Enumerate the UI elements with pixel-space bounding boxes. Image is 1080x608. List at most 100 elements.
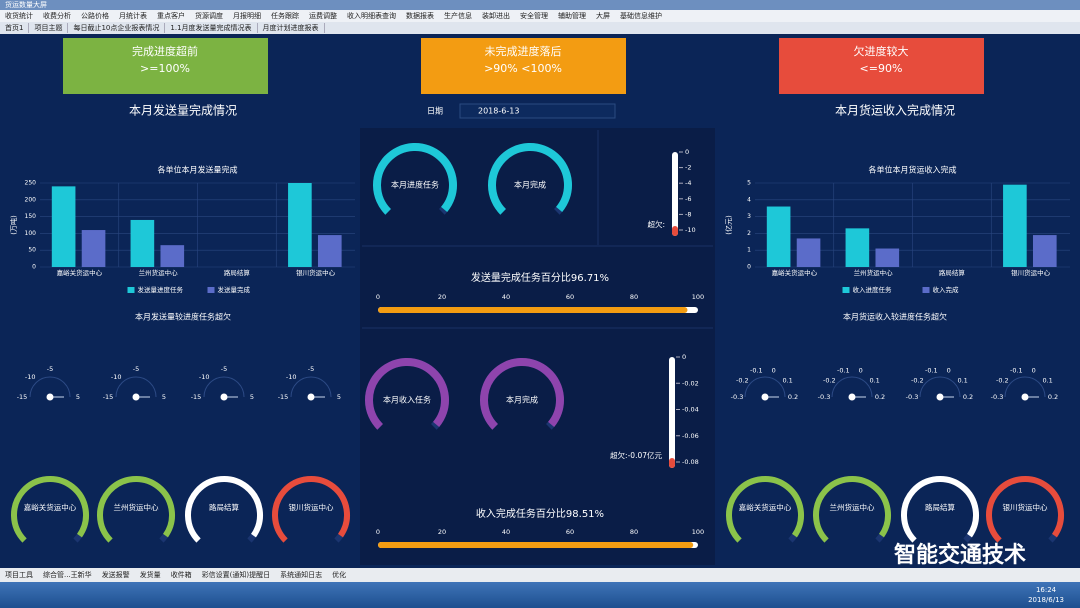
menu-item[interactable]: 运费调整 [309,12,337,20]
bar [288,183,312,267]
date-input [459,103,616,119]
x-tick-label: 银川货运中心 [1011,268,1051,277]
bar [81,230,106,267]
menu-item[interactable]: 数据报表 [406,12,434,20]
menu-item[interactable]: 月报明细 [233,12,261,20]
menu-item[interactable]: 货源调度 [195,12,223,20]
ring-arc [726,476,804,543]
menu-item[interactable]: 装卸进出 [482,12,510,20]
y-tick-label: 250 [25,180,37,187]
dial-tick-label: -15 [278,393,289,401]
menu-item[interactable]: 收入明细表查询 [347,12,396,20]
progress-bar [378,307,688,313]
bar [845,228,870,267]
tab-bar: 首页1 项目主题 每日截止10点企业报表情况 1.1月度发送量完成情况表 月度计划进度报… [0,22,1080,34]
menu-item[interactable]: 月统计表 [119,12,147,20]
ring-label: 银川货运中心 [1003,502,1048,512]
card-range: >=100% [140,62,190,75]
status-item[interactable]: 发送报警 [101,571,130,579]
status-item[interactable]: 综合管...王新华 [43,571,92,579]
status-card [779,38,984,94]
dial-tick-label: -5 [47,365,53,373]
gauge-label: 本月完成 [506,395,538,405]
watermark: 智能交通技术 [894,542,1026,568]
progress-tick-label: 0 [376,528,380,536]
progress-tick-label: 80 [630,528,638,536]
thermo-tick-label: -2 [685,164,691,172]
ring-arc [272,476,350,543]
status-item[interactable]: 优化 [332,571,347,579]
status-item[interactable]: 系统通知日志 [280,571,323,579]
dial-hub [220,393,228,401]
thermo-label: 超欠: [647,219,665,229]
y-axis-label: (万吨) [9,215,18,235]
x-tick-label: 银川货运中心 [296,268,336,277]
ring-arc [986,476,1064,543]
dial-tick-label: -0.2 [823,377,836,385]
card-range: <=90% [860,62,903,75]
time: 16:24 [1035,586,1057,594]
menu-item[interactable]: 大屏 [596,12,610,20]
menu-item[interactable]: 基础信息维护 [620,12,662,20]
tab[interactable]: 1.1月度发送量完成情况表 [165,23,258,33]
menu-item[interactable]: 重点客户 [157,12,185,20]
dial-tick-label: -0.1 [750,366,763,374]
menu-item[interactable]: 收费分析 [43,12,71,20]
menu-item[interactable]: 任务跟踪 [271,12,299,20]
dials-title: 本月货运收入较进度任务超欠 [843,312,947,322]
dial-tick-label: -5 [308,365,314,373]
status-item[interactable]: 项目工具 [5,571,33,579]
menu-item[interactable]: 生产信息 [444,12,472,20]
dial-arc [744,376,786,398]
tab[interactable]: 每日截止10点企业报表情况 [68,23,166,33]
dial-tick-label: 0.1 [1042,377,1052,385]
dial-hub [307,393,315,401]
status-card [63,38,268,94]
progress-tick-label: 100 [692,528,704,536]
menu-item[interactable]: 安全管理 [520,12,548,20]
y-tick-label: 50 [28,247,36,254]
section-title: 本月发送量完成情况 [129,103,237,118]
tab[interactable]: 首页1 [0,23,30,33]
menu-item[interactable]: 收货统计 [5,12,33,20]
dial-arc [29,376,71,398]
ring-arc [813,476,891,543]
dial-hub [132,393,140,401]
thermo-tick-label: -0.02 [682,379,699,387]
dial-tick-label: 0.2 [1048,393,1058,401]
dial-tick-label: -0.3 [731,393,744,401]
dials-title: 本月发送量较进度任务超欠 [135,312,231,322]
menu-item[interactable]: 公路价格 [81,12,109,20]
dial-hub [936,393,944,401]
y-tick-label: 2 [747,230,751,237]
dial-hub [848,393,856,401]
legend-label: 发送量完成 [218,285,251,294]
status-item[interactable]: 发货量 [139,571,161,579]
ring-label: 兰州货运中心 [114,502,159,512]
dial-tick-label: -15 [103,393,114,401]
ring-arc [97,476,175,543]
window-title: 货运数量大屏 [5,1,47,9]
dial-tick-label: -10 [25,373,36,381]
dial-tick-label: 0 [772,366,776,374]
thermometer [669,357,675,468]
thermo-tick-label: 0 [685,148,689,156]
progress-tick-label: 60 [566,528,574,536]
y-tick-label: 5 [747,180,751,187]
dial-tick-label: -0.1 [1010,366,1023,374]
status-item[interactable]: 彩信设置(通知)提醒日 [201,571,271,579]
progress-title: 发送量完成任务百分比96.71% [471,271,609,284]
dial-arc [290,376,332,398]
y-tick-label: 100 [25,230,37,237]
tab[interactable]: 项目主题 [29,23,69,33]
dial-tick-label: 0.2 [875,393,885,401]
ring-label: 银川货运中心 [289,502,334,512]
dial-tick-label: 0 [947,366,951,374]
thermo-label: 超欠:-0.07亿元 [610,450,662,460]
status-item[interactable]: 收件箱 [170,571,192,579]
gauge-arc [480,358,564,430]
tab[interactable]: 月度计划进度报表 [258,23,325,33]
menu-item[interactable]: 辅助管理 [558,12,586,20]
ring-label: 兰州货运中心 [830,502,875,512]
legend-swatch [922,287,930,293]
